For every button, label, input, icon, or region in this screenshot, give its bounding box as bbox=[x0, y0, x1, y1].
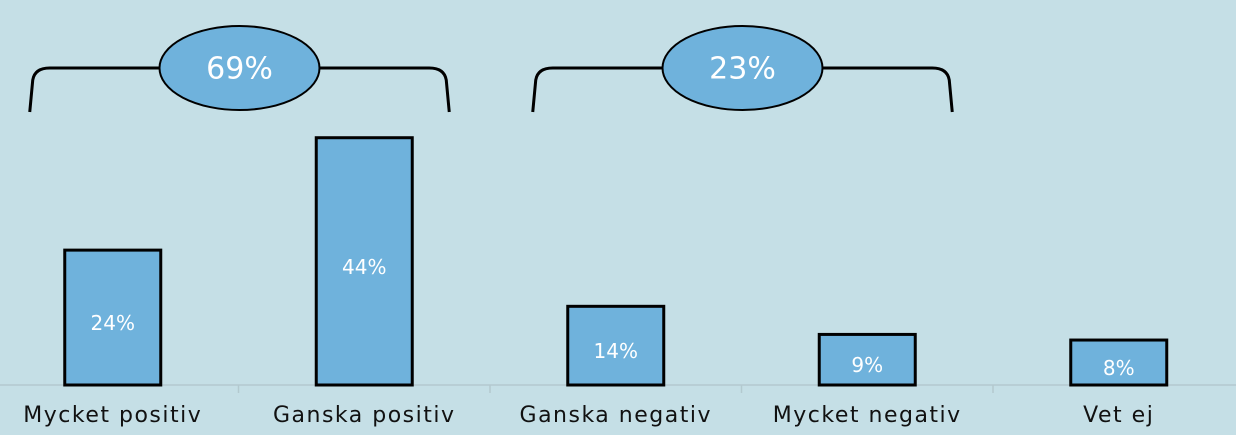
x-tick-label: Mycket positiv bbox=[23, 403, 202, 428]
annotation-bubble bbox=[661, 25, 824, 111]
bar bbox=[817, 332, 917, 387]
value-label: 8% bbox=[1103, 356, 1135, 380]
value-label: 24% bbox=[91, 311, 135, 335]
annotation-label: 69% bbox=[206, 52, 273, 87]
bar bbox=[63, 248, 163, 387]
x-tick-label: Ganska negativ bbox=[520, 403, 712, 428]
x-tick-label: Mycket negativ bbox=[773, 403, 962, 428]
annotation-bubble bbox=[158, 25, 321, 111]
bar bbox=[1069, 338, 1169, 387]
bar bbox=[314, 136, 414, 387]
value-label: 9% bbox=[851, 353, 883, 377]
x-tick-label: Vet ej bbox=[1083, 403, 1154, 428]
annotation-label: 23% bbox=[709, 52, 776, 87]
value-label: 14% bbox=[594, 339, 638, 363]
bar bbox=[566, 304, 666, 387]
x-tick-label: Ganska positiv bbox=[273, 403, 456, 428]
value-label: 44% bbox=[342, 255, 386, 279]
